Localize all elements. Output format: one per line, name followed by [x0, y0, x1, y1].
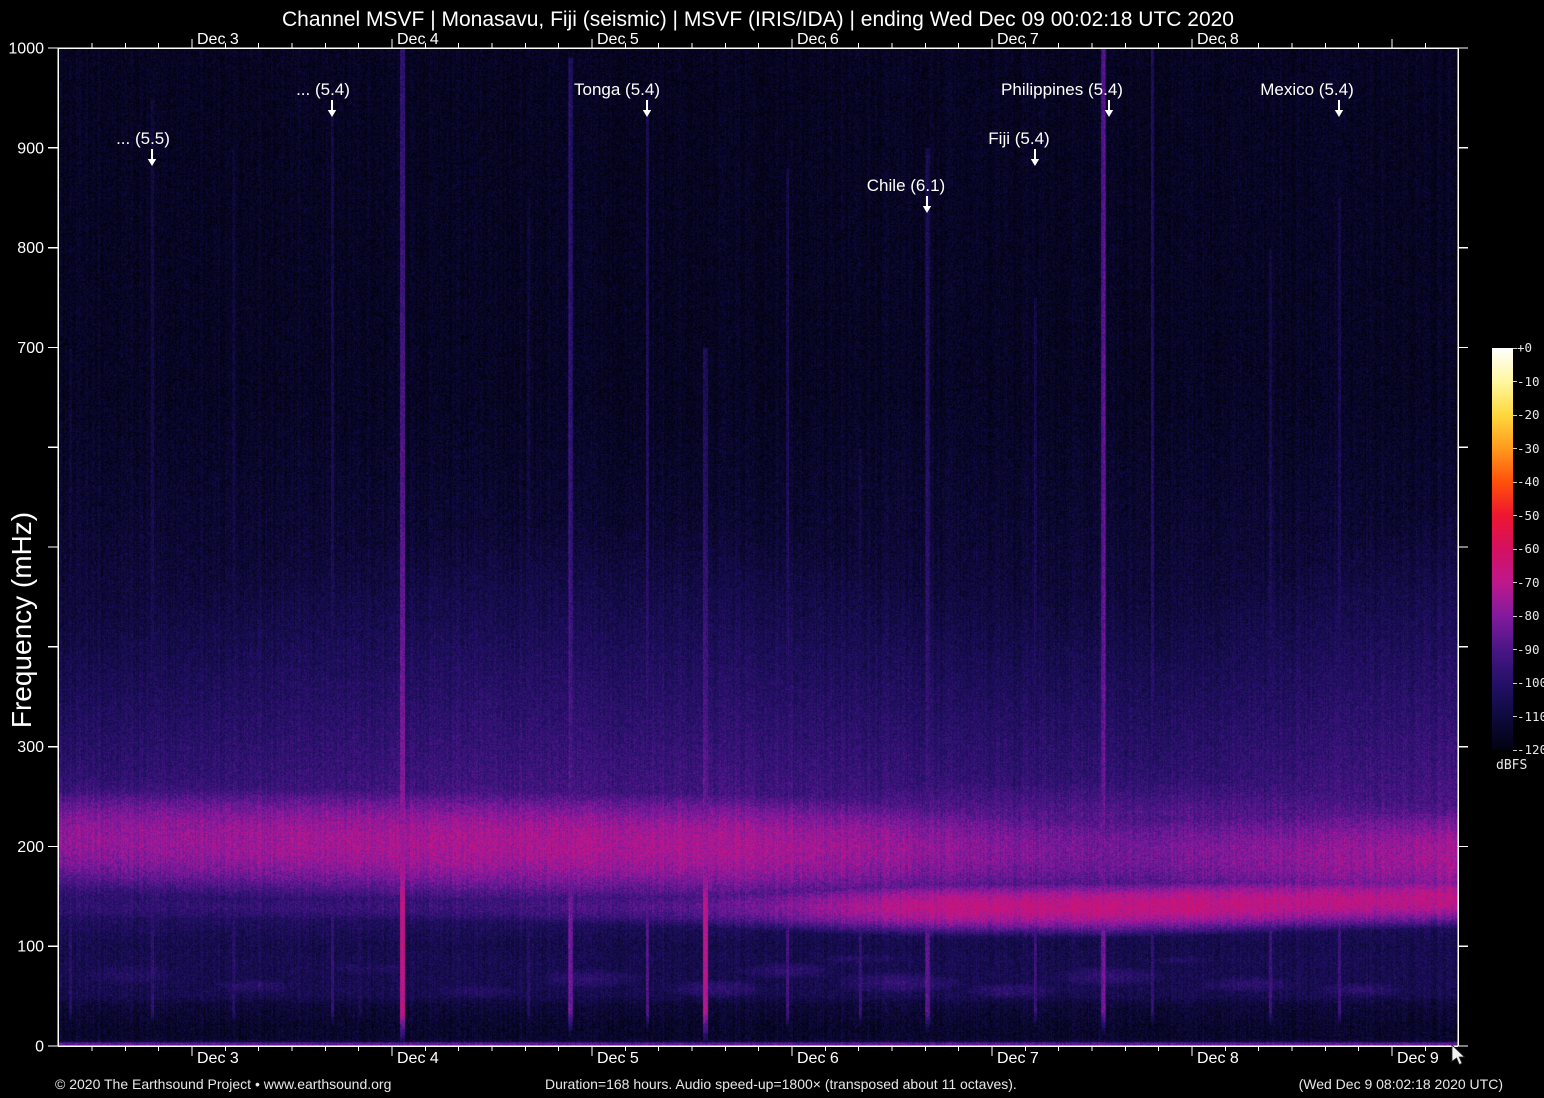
colorbar-tick	[1513, 347, 1517, 349]
x-tick-label-bottom: Dec 9	[1397, 1050, 1439, 1067]
y-tick-label: 800	[17, 240, 44, 257]
colorbar-tick	[1513, 515, 1517, 516]
x-tick-label-bottom: Dec 8	[1197, 1050, 1239, 1067]
colorbar-tick	[1513, 381, 1517, 382]
x-tick-label-bottom: Dec 3	[197, 1050, 239, 1067]
colorbar-tick-label: -80	[1517, 608, 1540, 623]
x-tick-label-bottom: Dec 5	[597, 1050, 639, 1067]
mouse-cursor-icon	[1451, 1044, 1466, 1066]
x-tick-label-top: Dec 8	[1197, 31, 1239, 48]
y-tick-label: 1000	[8, 41, 44, 58]
colorbar-tick-label: -120	[1517, 742, 1544, 757]
x-tick-label-bottom: Dec 6	[797, 1050, 839, 1067]
x-tick-label-top: Dec 7	[997, 31, 1039, 48]
footer-timestamp: (Wed Dec 9 08:02:18 2020 UTC)	[1298, 1076, 1503, 1092]
colorbar-tick	[1513, 749, 1517, 751]
colorbar-tick-label: -50	[1517, 507, 1540, 523]
spectrogram-canvas	[58, 48, 1458, 1046]
colorbar-tick	[1513, 716, 1517, 717]
colorbar-tick-label: -110	[1517, 708, 1544, 724]
colorbar-tick-label: -100	[1517, 675, 1544, 690]
colorbar-units: dBFS	[1496, 758, 1528, 773]
x-tick-label-bottom: Dec 7	[997, 1050, 1039, 1067]
footer-duration: Duration=168 hours. Audio speed-up=1800×…	[545, 1076, 1017, 1092]
colorbar-tick	[1513, 682, 1517, 684]
x-tick-label-top: Dec 5	[597, 31, 639, 48]
colorbar-tick-label: -30	[1517, 440, 1540, 456]
colorbar-tick-label: -10	[1517, 373, 1540, 389]
y-tick-label: 0	[35, 1039, 44, 1056]
colorbar-tick	[1513, 615, 1517, 617]
colorbar-tick-label: -60	[1517, 541, 1540, 556]
colorbar-tick	[1513, 548, 1517, 550]
colorbar-tick-label: -20	[1517, 407, 1540, 422]
colorbar-tick-label: -40	[1517, 474, 1540, 489]
colorbar-tick-label: -70	[1517, 574, 1540, 590]
colorbar-tick	[1513, 414, 1517, 416]
colorbar-tick	[1513, 448, 1517, 449]
colorbar-tick-label: +0	[1517, 340, 1533, 355]
colorbar-gradient	[1492, 348, 1513, 750]
y-tick-label: 700	[17, 340, 44, 357]
x-tick-label-top: Dec 3	[197, 31, 239, 48]
chart-title: Channel MSVF | Monasavu, Fiji (seismic) …	[281, 8, 1234, 31]
y-tick-label: 200	[17, 839, 44, 856]
footer-copyright: © 2020 The Earthsound Project • www.eart…	[55, 1076, 392, 1092]
x-tick-label-top: Dec 6	[797, 31, 839, 48]
y-tick-label: 100	[17, 939, 44, 956]
colorbar-tick	[1513, 481, 1517, 483]
colorbar-tick-label: -90	[1517, 641, 1540, 657]
y-tick-label: 900	[17, 140, 44, 157]
colorbar-tick	[1513, 649, 1517, 650]
x-tick-label-bottom: Dec 4	[397, 1050, 439, 1067]
colorbar-tick	[1513, 582, 1517, 583]
x-tick-label-top: Dec 4	[397, 31, 439, 48]
y-axis-title: Frequency (mHz)	[6, 511, 37, 729]
